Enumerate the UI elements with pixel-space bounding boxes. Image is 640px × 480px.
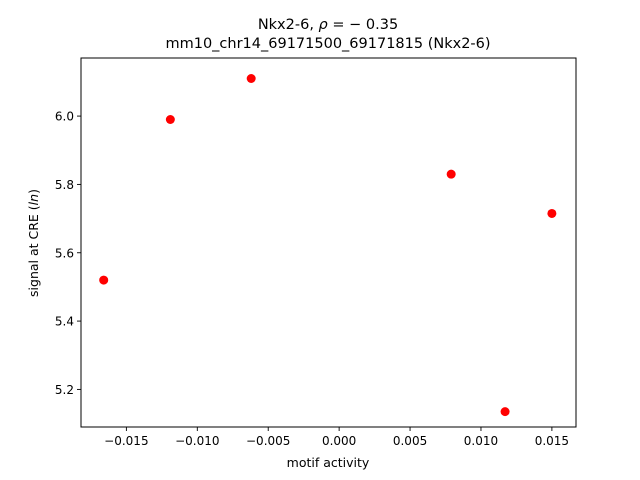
x-tick-label: −0.005 — [246, 434, 290, 448]
title-suffix: = − 0.35 — [328, 17, 398, 33]
data-point — [500, 407, 510, 417]
x-tick-label: 0.015 — [535, 434, 569, 448]
y-tick-label: 6.0 — [55, 110, 74, 124]
data-point — [446, 169, 456, 179]
title-rho: ρ — [319, 17, 329, 33]
data-point — [547, 208, 557, 218]
axes: −0.015 −0.010 −0.005 0.000 0.005 0.010 0.015 5.… — [55, 110, 569, 448]
y-axis-label-prefix: signal at CRE ( — [26, 205, 41, 297]
chart-title-line1: Nkx2-6, ρ = − 0.35 — [258, 17, 398, 33]
data-point — [165, 115, 175, 124]
x-tick-label: −0.015 — [104, 434, 148, 448]
chart-title-line2: mm10_chr14_69171500_69171815 (Nkx2-6) — [165, 36, 490, 52]
x-axis-label: motif activity — [287, 455, 370, 470]
data-points — [99, 74, 557, 417]
y-tick-label: 5.8 — [55, 178, 74, 192]
y-tick-label: 5.2 — [55, 383, 74, 397]
y-axis-label: signal at CRE (ln) — [26, 189, 41, 297]
data-point — [246, 74, 256, 83]
y-axis-label-italic: ln — [26, 194, 41, 205]
title-prefix: Nkx2-6, — [258, 17, 319, 33]
data-point — [99, 275, 109, 285]
y-tick-label: 5.4 — [55, 315, 74, 329]
x-tick-label: 0.005 — [393, 434, 427, 448]
axes-frame — [80, 57, 577, 428]
x-tick-label: 0.010 — [464, 434, 498, 448]
x-tick-label: 0.000 — [322, 434, 356, 448]
y-tick-label: 5.6 — [55, 246, 74, 260]
x-tick-label: −0.010 — [175, 434, 219, 448]
y-axis-label-suffix: ) — [26, 189, 41, 194]
